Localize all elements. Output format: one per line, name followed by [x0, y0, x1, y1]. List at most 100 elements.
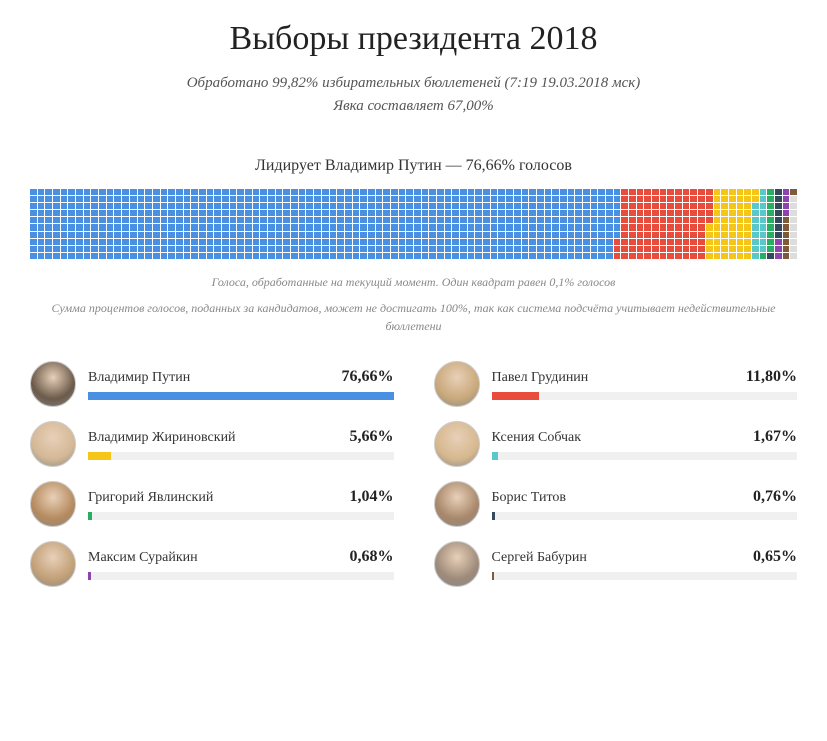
waffle-cell	[783, 189, 790, 195]
waffle-cell	[760, 217, 767, 223]
waffle-cell	[168, 253, 175, 259]
waffle-cell	[260, 210, 267, 216]
waffle-cell	[161, 210, 168, 216]
waffle-cell	[283, 246, 290, 252]
waffle-cell	[614, 224, 621, 230]
waffle-cell	[683, 196, 690, 202]
waffle-cell	[245, 246, 252, 252]
waffle-cell	[475, 232, 482, 238]
waffle-cell	[483, 232, 490, 238]
waffle-cell	[660, 217, 667, 223]
waffle-cell	[522, 224, 529, 230]
waffle-cell	[53, 189, 60, 195]
waffle-cell	[644, 210, 651, 216]
waffle-cell	[552, 217, 559, 223]
waffle-cell	[545, 210, 552, 216]
waffle-cell	[752, 253, 759, 259]
waffle-cell	[445, 210, 452, 216]
waffle-cell	[222, 196, 229, 202]
waffle-cell	[406, 196, 413, 202]
waffle-cell	[360, 246, 367, 252]
waffle-cell	[752, 232, 759, 238]
waffle-cell	[153, 232, 160, 238]
candidate-row: Ксения Собчак1,67%	[434, 421, 798, 467]
waffle-cell	[345, 217, 352, 223]
waffle-cell	[161, 217, 168, 223]
waffle-cell	[68, 210, 75, 216]
waffle-cell	[114, 210, 121, 216]
waffle-cell	[176, 217, 183, 223]
waffle-cell	[168, 246, 175, 252]
waffle-cell	[475, 246, 482, 252]
waffle-cell	[130, 239, 137, 245]
waffle-cell	[230, 224, 237, 230]
bar-fill	[88, 572, 91, 580]
waffle-cell	[184, 189, 191, 195]
waffle-cell	[330, 239, 337, 245]
waffle-cell	[560, 253, 567, 259]
waffle-cell	[84, 217, 91, 223]
waffle-cell	[506, 210, 513, 216]
waffle-cell	[721, 217, 728, 223]
waffle-cell	[591, 224, 598, 230]
waffle-cell	[214, 217, 221, 223]
waffle-cell	[122, 246, 129, 252]
waffle-cell	[122, 189, 129, 195]
waffle-cell	[598, 217, 605, 223]
waffle-cell	[276, 210, 283, 216]
waffle-cell	[445, 189, 452, 195]
bar-track	[492, 452, 798, 460]
waffle-cell	[629, 239, 636, 245]
waffle-cell	[38, 203, 45, 209]
waffle-cell	[391, 246, 398, 252]
candidate-percent: 5,66%	[350, 428, 394, 446]
waffle-cell	[422, 189, 429, 195]
waffle-cell	[314, 203, 321, 209]
waffle-cell	[775, 217, 782, 223]
waffle-cell	[299, 210, 306, 216]
waffle-cell	[122, 196, 129, 202]
waffle-cell	[545, 239, 552, 245]
waffle-cell	[660, 239, 667, 245]
waffle-cell	[414, 189, 421, 195]
waffle-cell	[406, 217, 413, 223]
waffle-cell	[383, 217, 390, 223]
waffle-cell	[506, 246, 513, 252]
waffle-cell	[45, 232, 52, 238]
waffle-cell	[253, 203, 260, 209]
waffle-cell	[276, 232, 283, 238]
waffle-cell	[245, 232, 252, 238]
waffle-cell	[114, 224, 121, 230]
waffle-cell	[706, 203, 713, 209]
waffle-cell	[306, 217, 313, 223]
waffle-cell	[744, 232, 751, 238]
waffle-cell	[714, 239, 721, 245]
waffle-cell	[537, 253, 544, 259]
waffle-cell	[629, 246, 636, 252]
waffle-cell	[560, 196, 567, 202]
waffle-cell	[491, 189, 498, 195]
waffle-cell	[337, 224, 344, 230]
waffle-cell	[399, 239, 406, 245]
waffle-cell	[383, 246, 390, 252]
waffle-cell	[122, 203, 129, 209]
waffle-cell	[130, 189, 137, 195]
waffle-cell	[276, 189, 283, 195]
waffle-cell	[652, 189, 659, 195]
candidate-percent: 11,80%	[746, 368, 797, 386]
waffle-cell	[537, 210, 544, 216]
waffle-cell	[591, 232, 598, 238]
waffle-cell	[184, 224, 191, 230]
waffle-cell	[53, 224, 60, 230]
waffle-cell	[575, 217, 582, 223]
waffle-cell	[291, 232, 298, 238]
waffle-cell	[752, 210, 759, 216]
waffle-cell	[698, 253, 705, 259]
waffle-cell	[391, 224, 398, 230]
waffle-cell	[644, 246, 651, 252]
waffle-cell	[629, 189, 636, 195]
waffle-cell	[675, 196, 682, 202]
waffle-cell	[399, 224, 406, 230]
waffle-cell	[353, 203, 360, 209]
waffle-cell	[460, 203, 467, 209]
